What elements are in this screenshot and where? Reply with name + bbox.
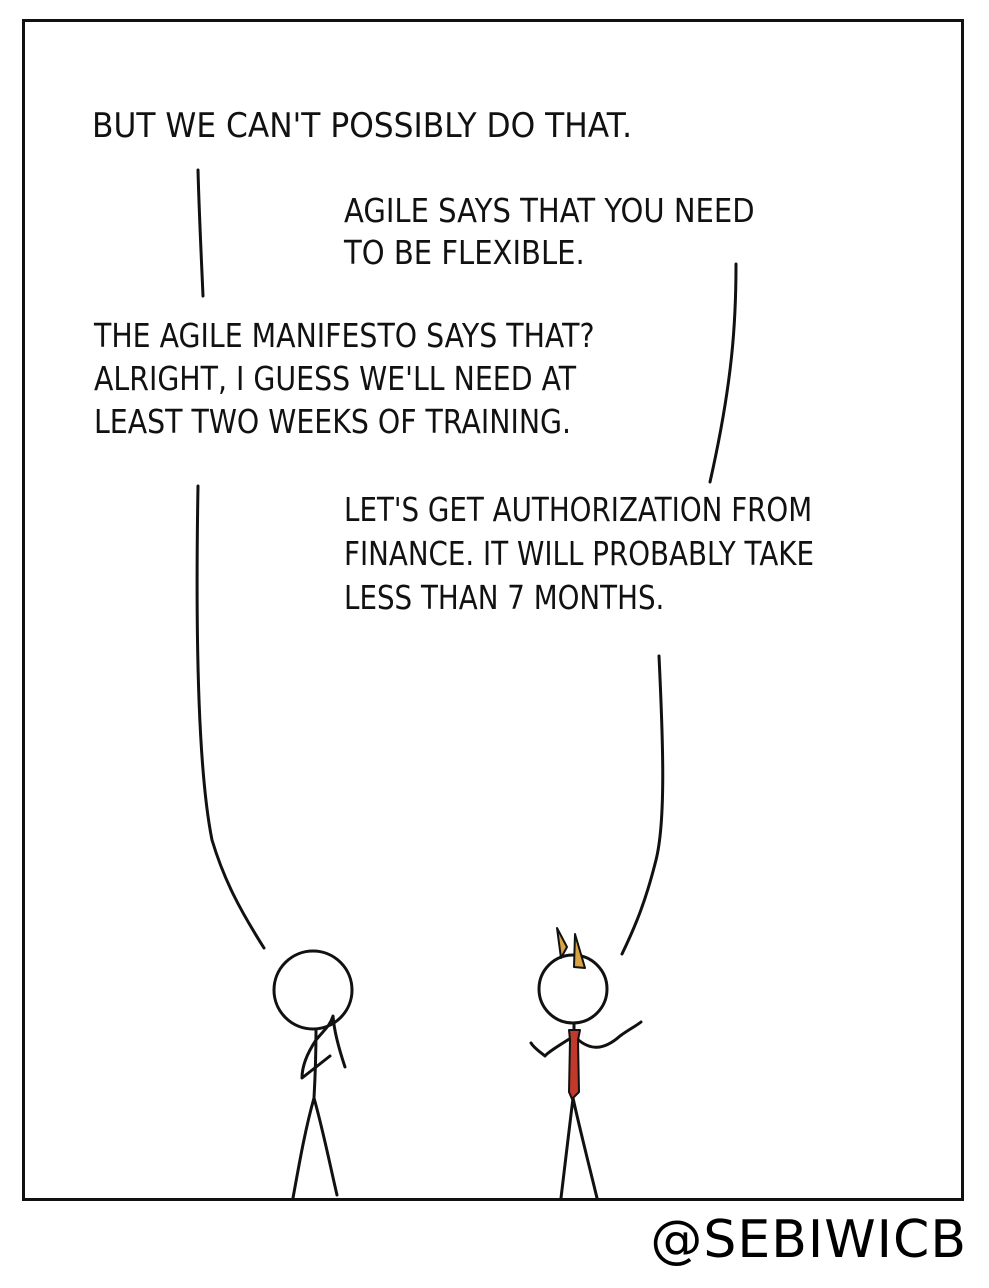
speech-tail-left-upper [196, 168, 205, 298]
hair-tuft-left [556, 927, 568, 959]
right-figure-arm-right [572, 1020, 643, 1049]
left-figure-arm-right [314, 1014, 347, 1069]
speech-line-left-1: BUT WE CAN'T POSSIBLY DO THAT. [92, 106, 633, 146]
left-figure-head [272, 949, 354, 1031]
speech-line-left-2: THE AGILE MANIFESTO SAYS THAT? ALRIGHT, … [94, 316, 595, 441]
speech-line-right-1: AGILE SAYS THAT YOU NEED TO BE FLEXIBLE. [344, 191, 755, 272]
speech-tail-left-lower [195, 484, 266, 950]
speech-tail-right-upper [708, 262, 738, 484]
right-figure-head [537, 953, 609, 1025]
left-figure-leg-left [291, 1096, 316, 1200]
left-figure-leg-right [312, 1096, 339, 1197]
left-figure-arm-left [300, 1038, 332, 1080]
right-figure-arm-left [529, 1034, 576, 1058]
hair-tuft-right [573, 933, 586, 969]
comic-panel [22, 19, 964, 1201]
speech-tail-right-lower [620, 654, 665, 956]
tie [568, 1029, 581, 1100]
credit-watermark: @SEBIWICB [650, 1210, 967, 1270]
right-figure-leg-right [571, 1096, 599, 1200]
right-figure-leg-left [559, 1096, 575, 1200]
speech-line-right-2: LET'S GET AUTHORIZATION FROM FINANCE. IT… [344, 490, 814, 617]
